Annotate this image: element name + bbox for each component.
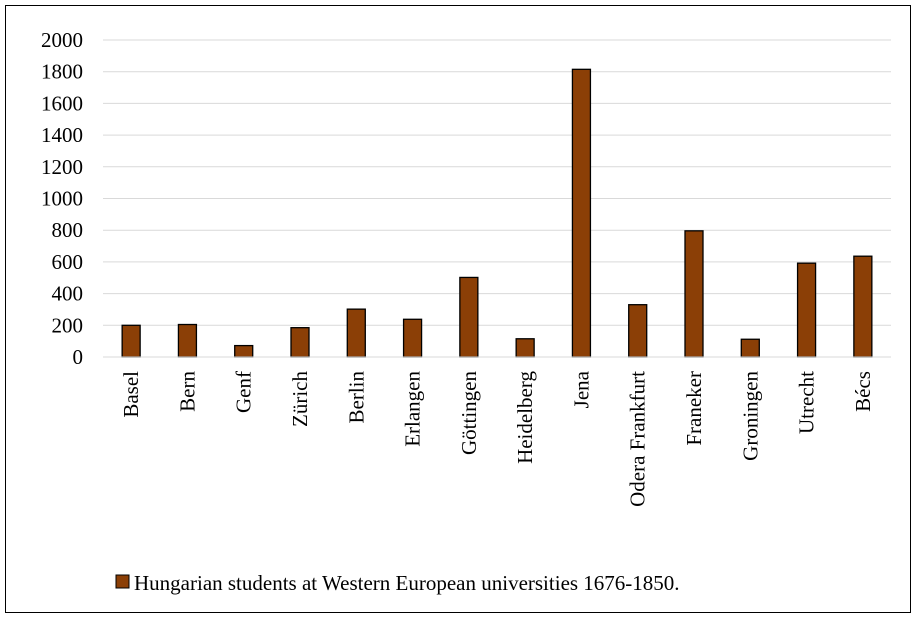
x-tick-label: Bécs: [851, 371, 875, 412]
x-tick-label: Franeker: [682, 371, 706, 446]
y-tick-label: 1200: [41, 155, 83, 179]
x-tick-label: Genf: [232, 371, 256, 413]
y-tick-label: 400: [52, 282, 84, 306]
y-tick-label: 2000: [41, 28, 83, 52]
y-tick-label: 1600: [41, 91, 83, 115]
x-tick-label: Zürich: [288, 371, 312, 427]
y-tick-label: 1800: [41, 60, 83, 84]
x-axis-tick-labels: Basel Bern Genf Zürich Berlin Erlangen Götting…: [119, 370, 875, 507]
x-tick-label: Heidelberg: [513, 371, 537, 464]
x-tick-label: Bern: [175, 371, 199, 412]
x-tick-label: Odera Frankfurt: [626, 371, 650, 507]
bar-jena: [571, 68, 592, 358]
legend: Hungarian students at Western European u…: [115, 571, 680, 595]
bar-bécs: [853, 255, 873, 358]
bar-basel: [121, 324, 141, 358]
bar-odera-frankfurt: [628, 304, 648, 358]
y-tick-label: 1000: [41, 187, 83, 211]
x-tick-label: Groningen: [738, 371, 762, 461]
bars: [121, 68, 873, 358]
bar-bern: [177, 323, 198, 358]
x-tick-label: Berlin: [344, 371, 368, 424]
x-tick-label: Basel: [119, 371, 143, 418]
y-tick-label: 0: [73, 345, 84, 369]
x-tick-label: Utrecht: [795, 371, 819, 434]
bar-erlangen: [402, 318, 423, 358]
y-tick-label: 800: [52, 218, 84, 242]
legend-swatch: [115, 574, 130, 589]
bar-göttingen: [459, 276, 479, 358]
bar-groningen: [740, 338, 760, 358]
bar-berlin: [346, 308, 366, 358]
y-tick-label: 200: [52, 313, 84, 337]
gridlines: [103, 39, 891, 326]
bar-heidelberg: [515, 338, 535, 358]
x-tick-label: Jena: [569, 370, 593, 408]
y-tick-label: 600: [52, 250, 84, 274]
x-tick-label: Erlangen: [401, 371, 425, 447]
legend-label: Hungarian students at Western European u…: [134, 571, 680, 595]
x-tick-label: Göttingen: [457, 371, 481, 455]
bar-franeker: [684, 230, 704, 358]
y-axis-tick-labels: 0 200 400 600 800 1000 1200 1400 1600 1800 2000: [41, 28, 83, 369]
bar-utrecht: [796, 262, 817, 358]
y-tick-label: 1400: [41, 123, 83, 147]
bar-genf: [234, 344, 254, 358]
bar-zürich: [290, 327, 310, 358]
chart-frame: [5, 5, 911, 613]
